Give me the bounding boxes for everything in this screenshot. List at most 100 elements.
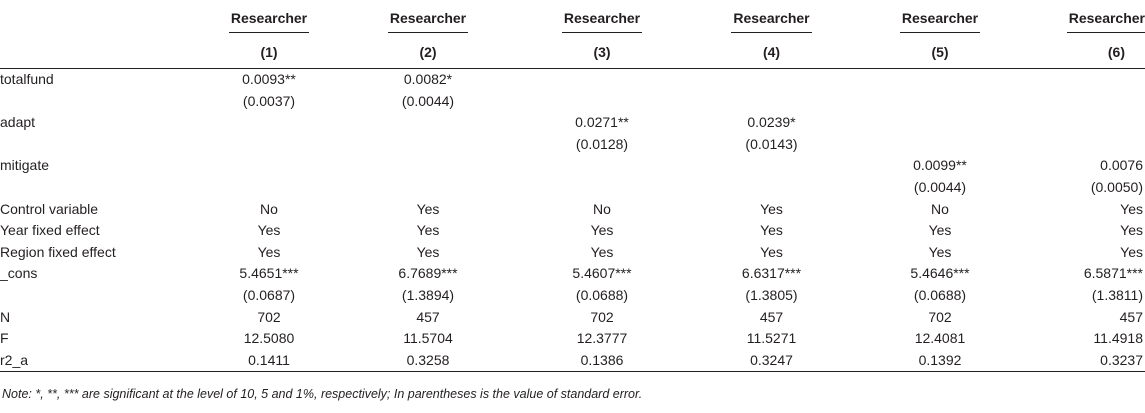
table-cell: 457 xyxy=(1119,308,1143,325)
row-label: adapt xyxy=(0,114,36,131)
table-cell: (0.0044) xyxy=(401,92,455,109)
table-row: r2_a 0.1411 0.3258 0.1386 0.3247 0.1392 0.3237 xyxy=(0,349,1145,373)
table-cell xyxy=(340,134,516,156)
column-number-header-row: (1) (2) (3) (4) (5) (6) xyxy=(0,36,1145,69)
table-row: (0.0687) (1.3894) (0.0688) (1.3805) (0.0688)… xyxy=(0,285,1145,307)
table-row: Year fixed effect Yes Yes Yes Yes Yes Yes xyxy=(0,220,1145,242)
table-cell xyxy=(198,177,340,199)
table-cell: 0.0082* xyxy=(403,71,453,87)
row-label xyxy=(0,177,198,199)
dep-var-header-3: Researcher xyxy=(516,6,688,36)
table-row: (0.0037) (0.0044) xyxy=(0,91,1145,113)
row-label xyxy=(0,285,198,307)
table-cell: 0.0271** xyxy=(575,114,629,131)
table-cell xyxy=(688,177,855,199)
table-cell xyxy=(198,112,340,134)
table-cell xyxy=(855,91,1025,113)
table-cell: 5.4607*** xyxy=(572,265,632,282)
table-cell: 702 xyxy=(928,308,952,325)
table-cell: (0.0037) xyxy=(242,92,296,109)
table-cell: Yes xyxy=(1120,222,1143,239)
table-cell xyxy=(688,91,855,113)
table-cell xyxy=(855,134,1025,156)
row-label: r2_a xyxy=(0,349,198,373)
table-cell: (0.0688) xyxy=(575,286,629,303)
table-cell: 702 xyxy=(257,308,281,325)
table-footnote: Note: *, **, *** are significant at the … xyxy=(2,387,643,401)
row-label xyxy=(0,91,198,113)
regression-table: Researcher Researcher Researcher Researc… xyxy=(0,6,1145,373)
table-row: N 702 457 702 457 702 457 xyxy=(0,307,1145,329)
table-cell: No xyxy=(931,200,949,217)
table-cell xyxy=(688,69,855,91)
column-number-1: (1) xyxy=(198,36,340,69)
table-cell: 6.5871*** xyxy=(1083,265,1143,282)
table-cell: (0.0044) xyxy=(913,178,967,195)
table-cell: 6.6317*** xyxy=(741,265,802,282)
table-cell: 0.3237 xyxy=(1025,349,1145,373)
header-blank-cell xyxy=(0,6,198,36)
table-cell: 0.0076 xyxy=(1100,157,1143,174)
table-cell xyxy=(1025,69,1145,91)
table-cell: Yes xyxy=(590,222,614,239)
table-row: _cons 5.4651*** 6.7689*** 5.4607*** 6.6317**… xyxy=(0,263,1145,285)
row-label xyxy=(0,134,198,156)
table-cell: 0.0099** xyxy=(913,157,967,174)
table-cell: 11.5271 xyxy=(746,330,797,347)
table-cell: (0.0688) xyxy=(913,286,967,303)
table-cell: Yes xyxy=(1120,243,1143,260)
table-cell: 12.5080 xyxy=(243,330,295,347)
table-row: adapt 0.0271** 0.0239* xyxy=(0,112,1145,134)
table-cell xyxy=(198,155,340,177)
row-label: F xyxy=(0,330,9,347)
table-cell: 0.3258 xyxy=(340,349,516,373)
table-cell: (1.3894) xyxy=(401,286,455,303)
table-cell: 5.4651*** xyxy=(239,265,299,282)
table-cell: 12.4081 xyxy=(914,330,966,347)
table-cell xyxy=(516,177,688,199)
table-cell xyxy=(1025,134,1145,156)
table-cell: 5.4646*** xyxy=(910,265,970,282)
column-number-4: (4) xyxy=(688,36,855,69)
table-cell: (0.0128) xyxy=(575,135,629,152)
table-cell xyxy=(855,112,1025,134)
row-label: Region fixed effect xyxy=(0,243,116,260)
table-cell: Yes xyxy=(416,222,440,239)
table-cell xyxy=(340,112,516,134)
table-cell: (0.0143) xyxy=(745,135,798,152)
table-cell: Yes xyxy=(257,222,281,239)
table-cell: 11.5704 xyxy=(403,330,453,347)
table-cell: 457 xyxy=(416,308,440,325)
table-row: mitigate 0.0099** 0.0076 xyxy=(0,155,1145,177)
row-label: totalfund xyxy=(0,71,54,87)
table-cell: 457 xyxy=(759,308,784,325)
table-row: totalfund 0.0093** 0.0082* xyxy=(0,69,1145,91)
table-cell xyxy=(198,134,340,156)
table-row: Region fixed effect Yes Yes Yes Yes Yes Yes xyxy=(0,242,1145,264)
table-cell: Yes xyxy=(416,243,440,260)
table-cell: Yes xyxy=(416,200,440,217)
table-cell: Yes xyxy=(760,200,783,217)
dep-var-header-5: Researcher xyxy=(855,6,1025,36)
table-cell: Yes xyxy=(760,222,783,239)
table-cell: Yes xyxy=(1120,200,1143,217)
dep-var-header-4: Researcher xyxy=(688,6,855,36)
table-cell: 0.1411 xyxy=(198,349,340,373)
header-blank-cell xyxy=(0,36,198,69)
table-cell: Yes xyxy=(928,243,952,260)
table-cell xyxy=(855,69,1025,91)
table-row: (0.0044) (0.0050) xyxy=(0,177,1145,199)
table-row: F 12.5080 11.5704 12.3777 11.5271 12.4081 11.4… xyxy=(0,328,1145,350)
table-cell: 0.1386 xyxy=(516,349,688,373)
table-cell: 0.0239* xyxy=(747,114,796,131)
dep-var-header-2: Researcher xyxy=(340,6,516,36)
table-cell: Yes xyxy=(928,222,952,239)
column-number-3: (3) xyxy=(516,36,688,69)
table-cell: Yes xyxy=(257,243,281,260)
table-cell xyxy=(516,69,688,91)
table-cell xyxy=(340,177,516,199)
table-cell: No xyxy=(260,200,278,217)
table-cell xyxy=(340,155,516,177)
table-cell xyxy=(516,91,688,113)
